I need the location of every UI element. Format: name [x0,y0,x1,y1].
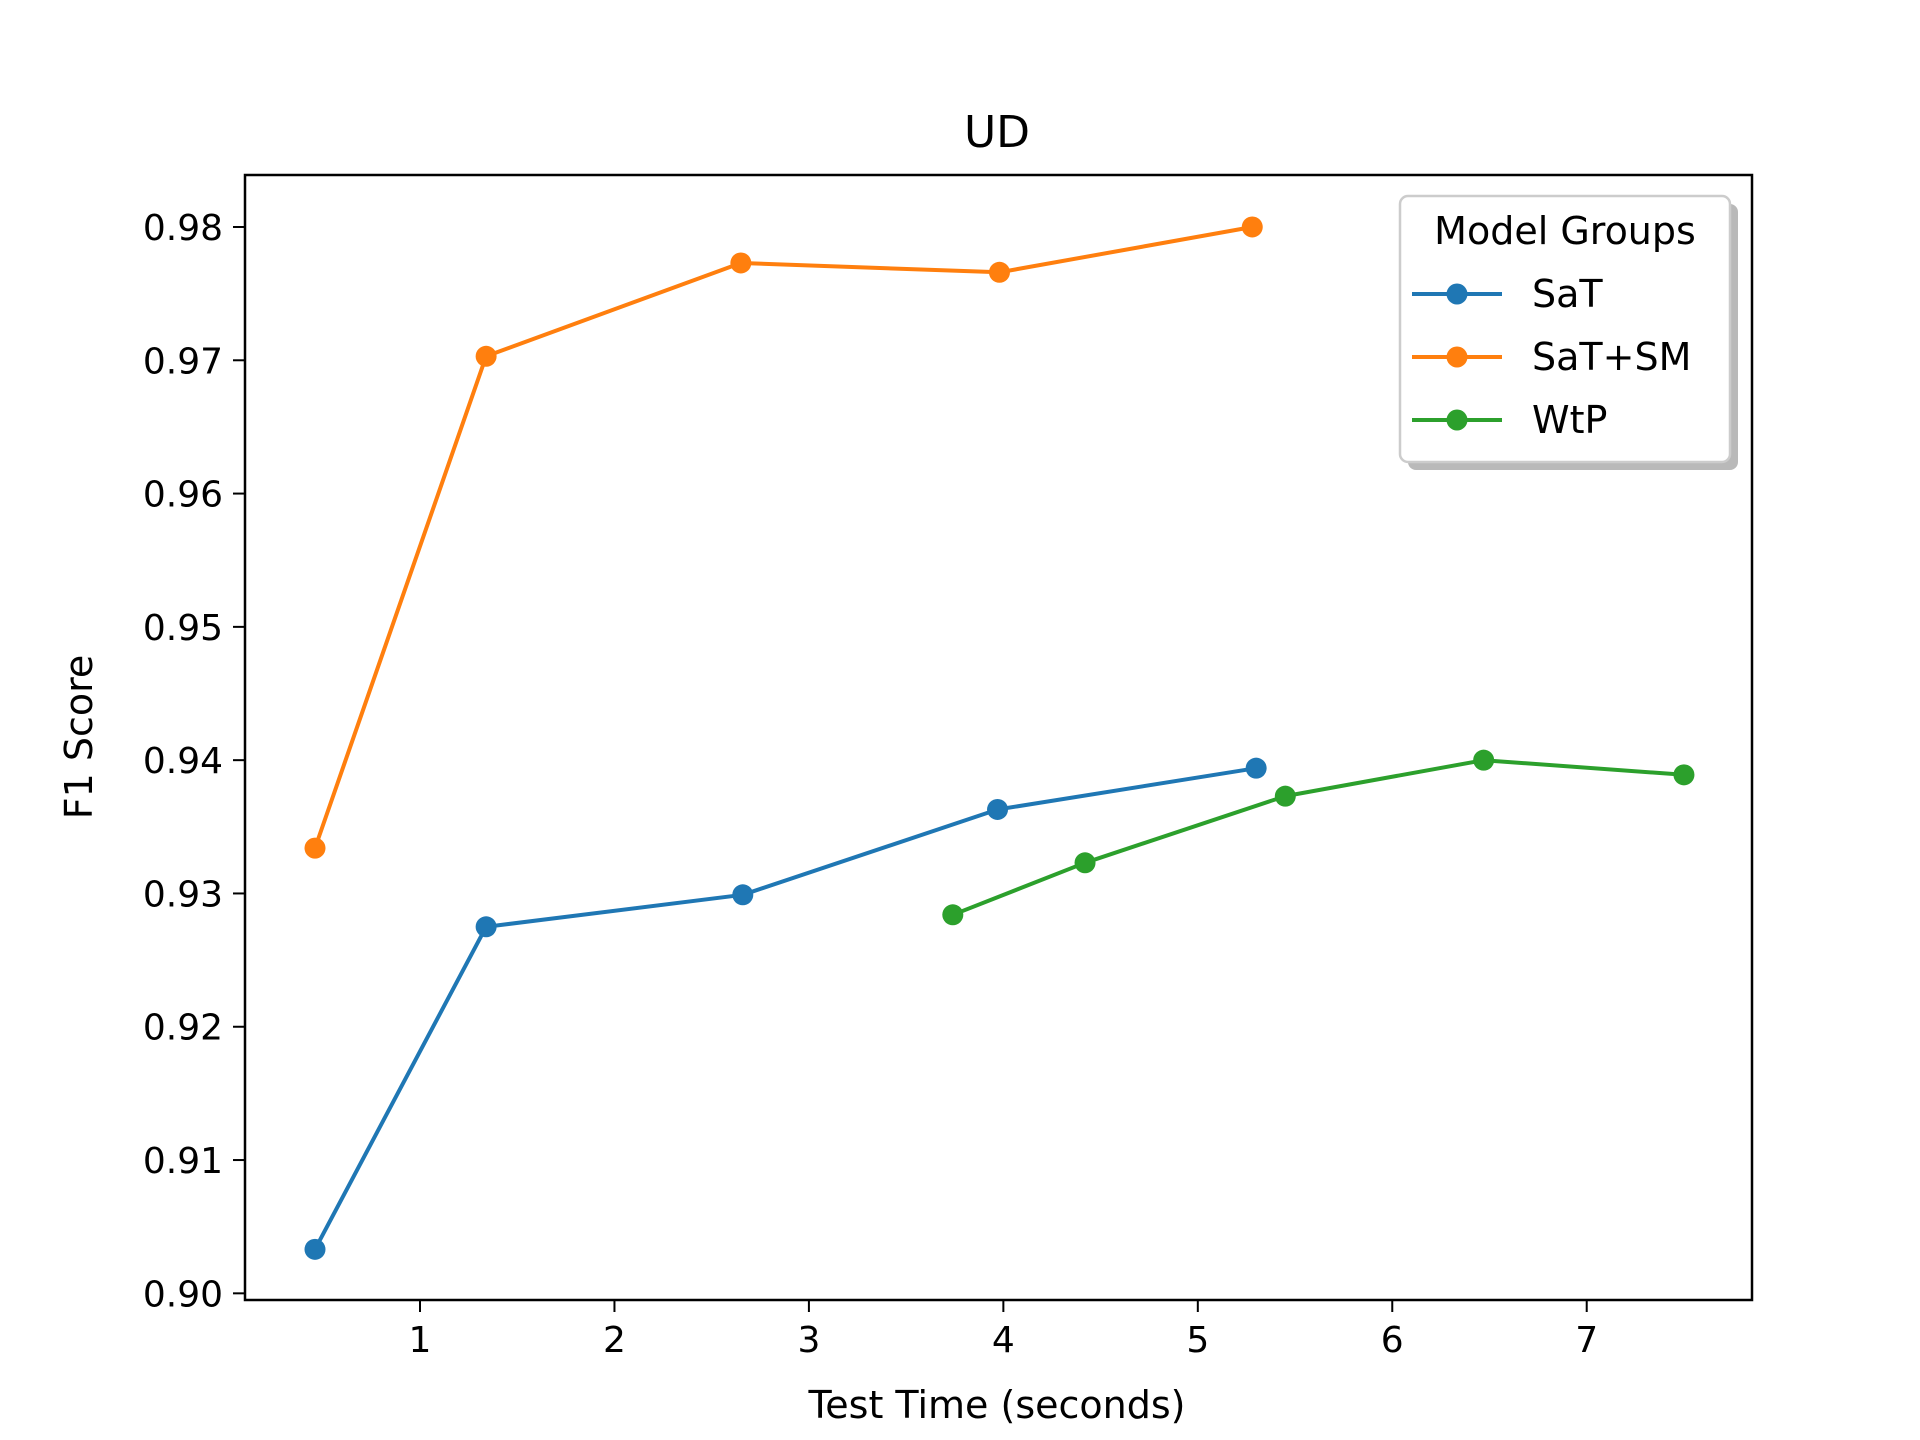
x-tick-label: 7 [1575,1320,1598,1361]
data-point-sat-sm [988,261,1010,283]
legend-entries: SaT SaT+SM WtP [1412,272,1691,442]
x-axis-label: Test Time (seconds) [808,1383,1186,1427]
data-point-sat-sm [730,252,752,274]
y-tick-label: 0.92 [143,1008,223,1049]
legend-marker [1446,283,1468,305]
data-point-wtp [1074,852,1096,874]
legend-entry-sat-sm: SaT+SM [1412,335,1691,379]
y-tick-label: 0.96 [143,475,223,516]
x-tick-label: 5 [1186,1320,1209,1361]
series-sat [304,757,1267,1260]
y-axis-label: F1 Score [57,655,101,820]
y-axis: 0.90 0.91 0.92 0.93 0.94 0.95 0.96 0.97 0.98 [143,208,245,1315]
y-tick-label: 0.94 [143,741,223,782]
x-tick-label: 6 [1381,1320,1404,1361]
data-point-sat-sm [304,837,326,859]
y-tick-label: 0.93 [143,874,223,915]
series-layer [304,216,1695,1260]
x-tick-label: 1 [409,1320,432,1361]
legend: Model Groups SaT SaT+SM WtP [1398,194,1738,470]
data-point-sat [304,1238,326,1260]
data-point-sat-sm [475,345,497,367]
legend-title: Model Groups [1434,209,1696,253]
y-tick-label: 0.95 [143,608,223,649]
y-tick-label: 0.98 [143,208,223,249]
legend-marker [1446,346,1468,368]
x-axis: 1 2 3 4 5 6 7 [409,1300,1598,1361]
legend-label: SaT [1532,272,1603,316]
data-point-wtp [1673,764,1695,786]
legend-box [1398,194,1732,464]
y-tick-label: 0.90 [143,1274,223,1315]
legend-marker [1446,409,1468,431]
legend-entry-sat: SaT [1412,272,1603,316]
plot-frame [243,173,1754,1302]
data-point-sat [475,916,497,938]
data-point-wtp [1274,785,1296,807]
x-tick-label: 3 [797,1320,820,1361]
legend-label: WtP [1532,398,1607,442]
legend-entry-wtp: WtP [1412,398,1607,442]
series-sat-sm [304,216,1263,859]
data-point-wtp [942,904,964,926]
y-tick-label: 0.97 [143,341,223,382]
x-tick-label: 2 [603,1320,626,1361]
chart-title: UD [964,107,1030,158]
y-tick-label: 0.91 [143,1141,223,1182]
legend-label: SaT+SM [1532,335,1691,379]
data-point-sat-sm [1241,216,1263,238]
data-point-sat [987,798,1009,820]
x-tick-label: 4 [992,1320,1015,1361]
data-point-wtp [1473,749,1495,771]
data-point-sat [732,884,754,906]
series-wtp [942,749,1695,926]
data-point-sat [1245,757,1267,779]
